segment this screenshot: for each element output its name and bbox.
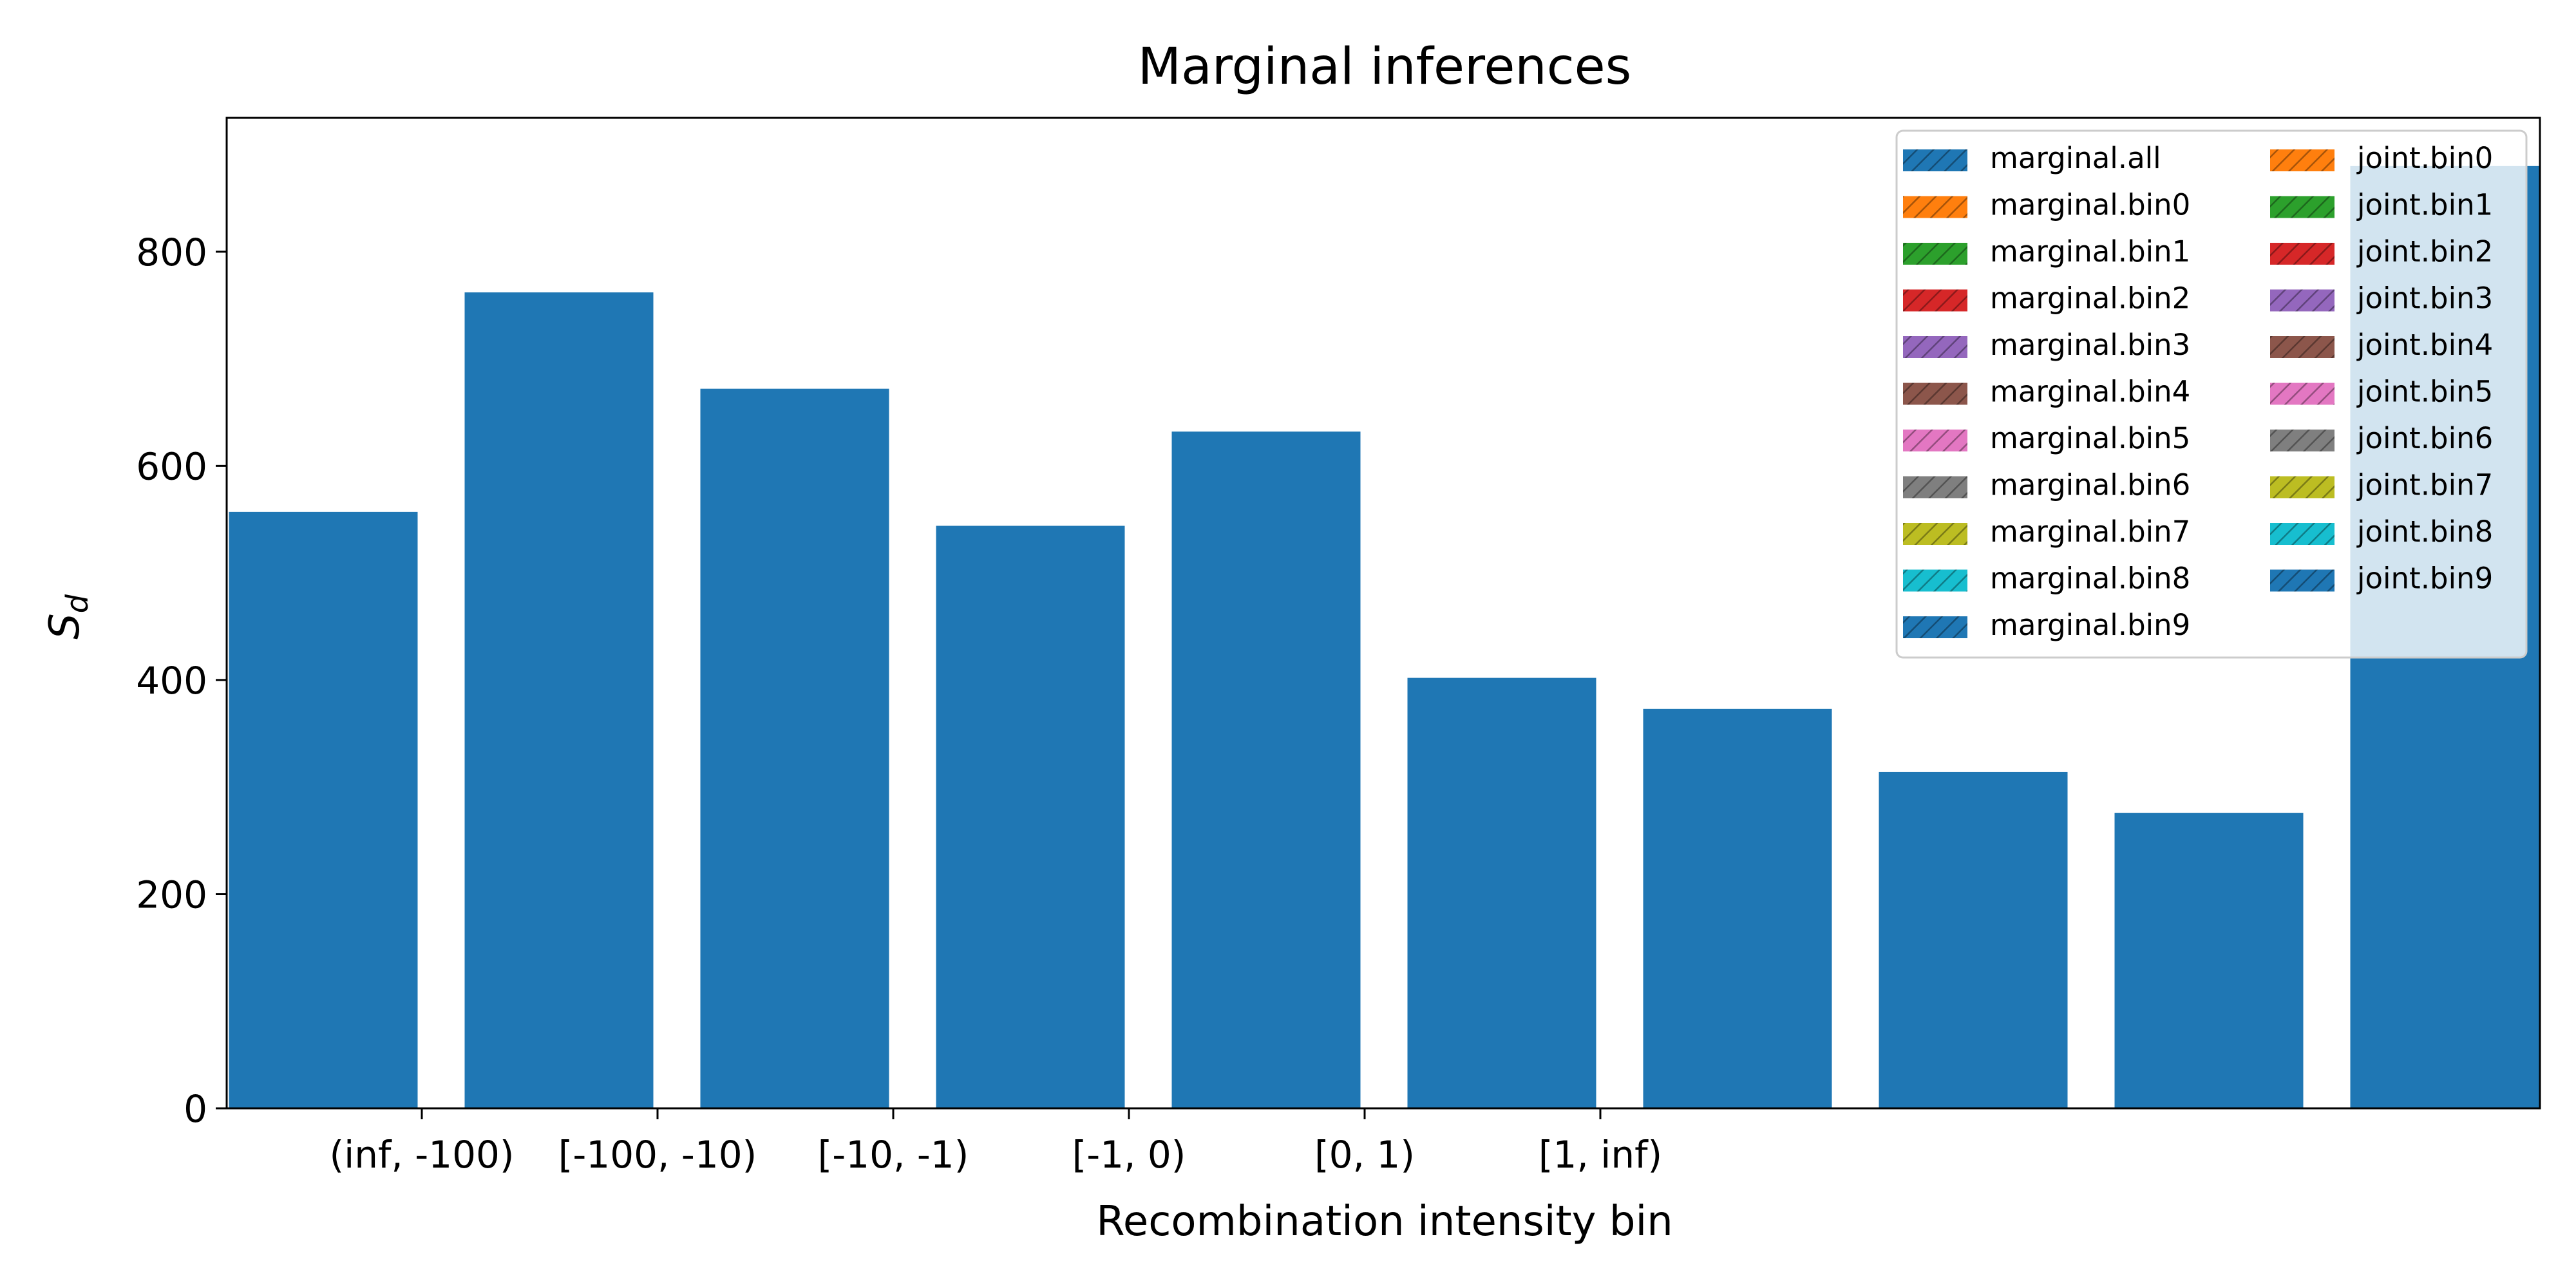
legend-label-1-7: joint.bin7 — [2356, 468, 2493, 502]
x-tick-label-1: [-100, -10) — [558, 1133, 757, 1177]
chart-title: Marginal inferences — [1138, 38, 1632, 96]
bar-2 — [464, 292, 654, 1109]
bar-group — [229, 166, 2539, 1109]
legend-box — [1895, 129, 2528, 659]
y-tick-label-3: 600 — [136, 444, 207, 488]
bar-1 — [229, 511, 418, 1108]
bar-7 — [1643, 708, 1832, 1108]
legend-label-1-2: joint.bin2 — [2356, 234, 2493, 269]
y-axis-label-main: S — [41, 613, 89, 639]
legend-swatch-hatch-1-8 — [2270, 523, 2334, 545]
legend-label-0-7: marginal.bin6 — [1990, 468, 2190, 502]
x-axis-label: Recombination intensity bin — [1096, 1198, 1673, 1245]
x-tick-label-4: [0, 1) — [1314, 1133, 1415, 1177]
bar-3 — [700, 388, 889, 1108]
legend-swatch-hatch-0-0 — [1903, 149, 1967, 171]
bar-9 — [2114, 813, 2304, 1108]
y-axis-label: Sd — [41, 594, 95, 639]
legend-swatch-hatch-1-7 — [2270, 476, 2334, 498]
legend-swatch-hatch-0-2 — [1903, 243, 1967, 265]
legend-swatch-hatch-1-0 — [2270, 149, 2334, 171]
legend-swatch-hatch-0-6 — [1903, 430, 1967, 451]
bar-5 — [1171, 431, 1361, 1108]
legend-label-0-3: marginal.bin2 — [1990, 281, 2190, 316]
legend-swatch-hatch-0-1 — [1903, 196, 1967, 218]
y-axis: 0 200 400 600 800 — [136, 231, 227, 1131]
x-tick-label-2: [-10, -1) — [818, 1133, 969, 1177]
legend-label-1-8: joint.bin8 — [2356, 515, 2493, 549]
legend-label-1-6: joint.bin6 — [2356, 421, 2493, 455]
legend-swatch-hatch-1-9 — [2270, 569, 2334, 592]
legend-swatch-hatch-1-6 — [2270, 430, 2334, 451]
legend-label-1-9: joint.bin9 — [2356, 562, 2493, 596]
legend-label-1-1: joint.bin1 — [2356, 188, 2493, 222]
legend-label-1-3: joint.bin3 — [2356, 281, 2493, 316]
legend-label-0-4: marginal.bin3 — [1990, 328, 2190, 362]
legend-swatch-hatch-0-9 — [1903, 569, 1967, 592]
x-tick-label-3: [-1, 0) — [1072, 1133, 1186, 1177]
legend-label-0-2: marginal.bin1 — [1990, 234, 2190, 269]
legend-label-0-8: marginal.bin7 — [1990, 515, 2190, 549]
y-axis-label-subscript: d — [60, 594, 95, 613]
legend-swatch-hatch-0-8 — [1903, 523, 1967, 545]
legend-swatch-hatch-1-5 — [2270, 383, 2334, 405]
legend-swatch-hatch-0-3 — [1903, 289, 1967, 312]
y-tick-label-4: 800 — [136, 231, 207, 274]
legend-swatch-hatch-0-10 — [1903, 616, 1967, 638]
x-tick-label-0: (inf, -100) — [329, 1133, 514, 1177]
y-tick-label-0: 0 — [184, 1087, 207, 1131]
legend-swatch-hatch-0-7 — [1903, 476, 1967, 498]
legend-label-0-5: marginal.bin4 — [1990, 375, 2190, 409]
x-axis: (inf, -100) [-100, -10) [-10, -1) [-1, 0) [0… — [329, 1108, 1662, 1177]
legend-swatch-hatch-1-3 — [2270, 289, 2334, 312]
legend-swatch-hatch-1-2 — [2270, 243, 2334, 265]
legend-label-0-1: marginal.bin0 — [1990, 188, 2190, 222]
legend-swatch-hatch-0-5 — [1903, 383, 1967, 405]
legend-label-0-6: marginal.bin5 — [1990, 421, 2190, 455]
legend-swatch-hatch-1-4 — [2270, 336, 2334, 358]
legend-swatch-hatch-1-1 — [2270, 196, 2334, 218]
legend-swatch-hatch-0-4 — [1903, 336, 1967, 358]
legend: marginal.all marginal.bin0 marginal.bin1 ma… — [1895, 129, 2528, 659]
legend-label-0-0: marginal.all — [1990, 141, 2161, 175]
bar-8 — [1879, 772, 2068, 1108]
y-tick-label-2: 400 — [136, 659, 207, 703]
legend-label-0-10: marginal.bin9 — [1990, 608, 2190, 642]
legend-label-1-4: joint.bin4 — [2356, 328, 2493, 362]
x-tick-label-5: [1, inf) — [1539, 1133, 1662, 1177]
legend-label-0-9: marginal.bin8 — [1990, 562, 2190, 596]
bar-4 — [936, 526, 1125, 1108]
legend-label-1-0: joint.bin0 — [2356, 141, 2493, 175]
y-tick-label-1: 200 — [136, 873, 207, 916]
plot-frame — [225, 117, 2541, 1110]
legend-label-1-5: joint.bin5 — [2356, 375, 2493, 409]
bar-6 — [1407, 677, 1596, 1108]
